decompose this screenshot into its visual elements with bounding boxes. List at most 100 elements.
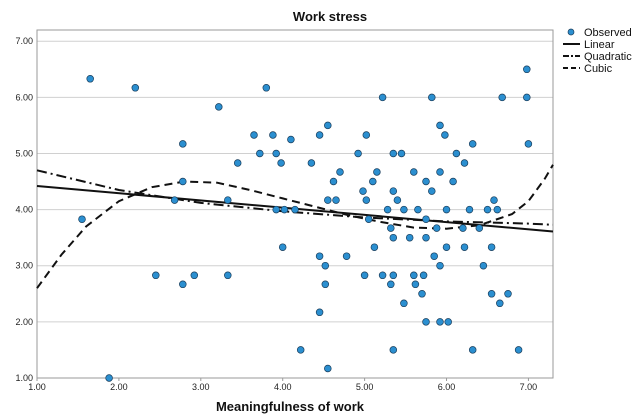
y-tick-label: 7.00 [15, 36, 33, 46]
observed-point [179, 177, 187, 186]
observed-point [389, 346, 398, 354]
observed-point [287, 135, 295, 144]
observed-point [277, 159, 285, 167]
observed-point [256, 149, 264, 158]
observed-point [369, 177, 377, 186]
observed-point [86, 75, 94, 83]
observed-point [460, 243, 469, 251]
observed-point [400, 299, 408, 308]
observed-point [321, 261, 330, 270]
observed-point [324, 364, 332, 373]
x-tick-label: 1.00 [28, 382, 46, 392]
observed-point [444, 318, 452, 326]
observed-point [387, 280, 395, 289]
y-tick-label: 1.00 [15, 373, 33, 383]
observed-point [324, 196, 332, 204]
observed-point [272, 205, 280, 214]
observed-point [179, 140, 187, 148]
observed-point [449, 177, 457, 186]
legend-label-quadratic: Quadratic [584, 51, 632, 63]
legend-label-observed: Observed [584, 27, 632, 39]
observed-point [442, 243, 451, 251]
observed-point [397, 149, 406, 158]
observed-point [422, 215, 430, 223]
fit-lines [36, 164, 554, 289]
x-tick-label: 6.00 [438, 382, 456, 392]
observed-point [411, 280, 420, 289]
observed-point [419, 271, 428, 280]
observed-point [468, 140, 477, 148]
observed-point [475, 224, 484, 232]
observed-point [504, 290, 512, 298]
observed-point [436, 261, 444, 270]
observed-point [370, 243, 379, 251]
observed-point [459, 224, 467, 232]
observed-point [170, 196, 179, 204]
observed-point [428, 93, 436, 102]
observed-point [321, 280, 330, 289]
observed-point [523, 65, 531, 74]
observed-point [354, 149, 362, 158]
observed-point [364, 215, 373, 223]
x-tick-label: 5.00 [356, 382, 374, 392]
observed-point [389, 271, 398, 280]
observed-point [410, 271, 418, 280]
observed-point [131, 84, 140, 92]
observed-point [190, 271, 199, 280]
observed-point [152, 271, 160, 280]
observed-point [487, 290, 496, 298]
observed-point [315, 252, 324, 260]
observed-point [483, 205, 492, 214]
observed-point [452, 149, 461, 158]
observed-point [329, 177, 338, 186]
x-tick-label: 7.00 [520, 382, 538, 392]
observed-point [430, 252, 438, 260]
cubic-fit-line [36, 164, 554, 289]
chart-title: Work stress [293, 9, 367, 24]
observed-point [224, 196, 232, 204]
observed-point [269, 131, 277, 139]
observed-point [393, 196, 402, 204]
x-tick-label: 2.00 [110, 382, 128, 392]
observed-point [359, 187, 367, 195]
observed-point [378, 271, 387, 280]
observed-point [278, 243, 287, 251]
quadratic-fit-line [36, 169, 554, 226]
observed-point [387, 224, 395, 232]
observed-point [307, 159, 316, 167]
observed-point [383, 205, 392, 214]
observed-point [233, 159, 242, 167]
observed-point [296, 346, 305, 354]
observed-point [272, 149, 280, 158]
y-tick-label: 6.00 [15, 92, 33, 102]
observed-point [280, 205, 289, 214]
observed-point [389, 187, 398, 195]
observed-point [315, 131, 324, 139]
observed-point [514, 346, 523, 354]
observed-point [436, 168, 444, 176]
y-tick-label: 2.00 [15, 317, 33, 327]
observed-point [324, 121, 332, 130]
observed-point [332, 196, 340, 204]
observed-point [490, 196, 498, 204]
observed-point [250, 131, 258, 139]
y-tick-label: 5.00 [15, 148, 33, 158]
x-tick-label: 4.00 [274, 382, 292, 392]
observed-point [342, 252, 351, 260]
observed-point [487, 243, 496, 251]
observed-point [436, 318, 444, 326]
observed-point [479, 261, 488, 270]
observed-point [362, 196, 371, 204]
observed-point [389, 233, 398, 242]
observed-point [78, 215, 86, 223]
y-tick-label: 3.00 [15, 261, 33, 271]
observed-point [442, 205, 451, 214]
observed-point [465, 205, 474, 214]
observed-point [410, 168, 418, 176]
legend-label-linear: Linear [584, 39, 615, 51]
observed-point [291, 205, 299, 214]
observed-point [524, 140, 533, 148]
observed-point [422, 233, 430, 242]
